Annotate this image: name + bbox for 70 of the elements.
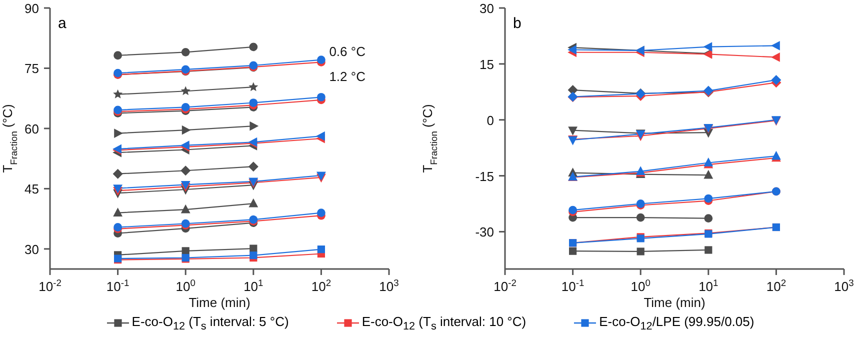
point	[182, 125, 191, 135]
point	[248, 198, 258, 208]
point	[248, 162, 258, 172]
point	[180, 86, 190, 96]
x-tick-label: 10$^{2}$	[766, 278, 786, 294]
y-tick-label: 0	[486, 112, 494, 128]
point	[771, 52, 780, 62]
point	[704, 246, 712, 254]
point	[113, 184, 122, 194]
point	[180, 204, 190, 214]
point	[568, 45, 576, 54]
point	[249, 98, 258, 107]
x-tick-label: 10$^{1}$	[698, 278, 718, 294]
point	[181, 102, 190, 112]
y-tick-label: 75	[24, 61, 39, 76]
point	[704, 170, 714, 179]
y-tick-label: -30	[475, 224, 494, 240]
point	[114, 51, 122, 60]
x-tick-label: 10$^{-2}$	[494, 278, 516, 294]
point	[317, 208, 326, 217]
annotation: 0.6 °C	[329, 44, 366, 59]
y-tick-label: -15	[475, 168, 494, 184]
point	[568, 126, 578, 136]
text: b	[513, 15, 522, 32]
x-tick-label: 10$^{0}$	[176, 278, 196, 294]
text: a	[58, 15, 66, 32]
point	[317, 56, 326, 64]
y-tick-label: 15	[480, 56, 494, 72]
x-tick-label: 10$^{2}$	[311, 278, 332, 294]
point	[704, 194, 713, 203]
x-tick-label: 10$^{1}$	[244, 278, 264, 294]
x-tick-label: 10$^{-2}$	[38, 278, 62, 294]
point	[249, 42, 258, 52]
x-axis-title: Time (min)	[188, 295, 250, 310]
point	[114, 128, 123, 138]
point	[569, 247, 577, 255]
point	[317, 92, 326, 102]
x-tick-label: 10$^{3}$	[834, 278, 854, 294]
point	[704, 214, 713, 222]
point	[636, 213, 645, 222]
y-tick-label: 90	[24, 1, 39, 16]
y-tick-label: 30	[24, 242, 39, 257]
point	[316, 131, 325, 141]
point	[113, 208, 122, 216]
y-tick-label: 45	[24, 182, 39, 197]
x-tick-label: 10$^{-1}$	[106, 278, 130, 294]
x-axis-title: Time (min)	[644, 295, 706, 310]
point	[180, 166, 191, 176]
point	[317, 246, 325, 254]
x-tick-label: 10$^{0}$	[630, 278, 650, 294]
point	[250, 121, 259, 131]
x-tick-label: 10$^{3}$	[379, 278, 399, 294]
point	[636, 248, 644, 256]
point	[112, 168, 123, 179]
point	[703, 42, 712, 52]
y-tick-label: 60	[24, 121, 39, 136]
point	[113, 89, 123, 98]
point	[181, 48, 190, 56]
point	[248, 82, 258, 92]
legend-label: E-co-O$_{12}$ (T$_{s}$ interval: 10 °C)	[362, 314, 526, 333]
legend-label: E-co-O$_{12}$/LPE (99.95/0.05)	[599, 314, 754, 333]
point	[771, 40, 780, 50]
annotation: 1.2 °C	[329, 69, 366, 84]
point	[182, 247, 190, 255]
x-tick-label: 10$^{-1}$	[561, 278, 584, 294]
point	[250, 252, 258, 260]
point	[771, 74, 782, 85]
point	[250, 244, 258, 252]
legend-label: E-co-O$_{12}$ (T$_{s}$ interval: 5 °C)	[132, 314, 289, 333]
y-tick-label: 30	[480, 1, 494, 16]
